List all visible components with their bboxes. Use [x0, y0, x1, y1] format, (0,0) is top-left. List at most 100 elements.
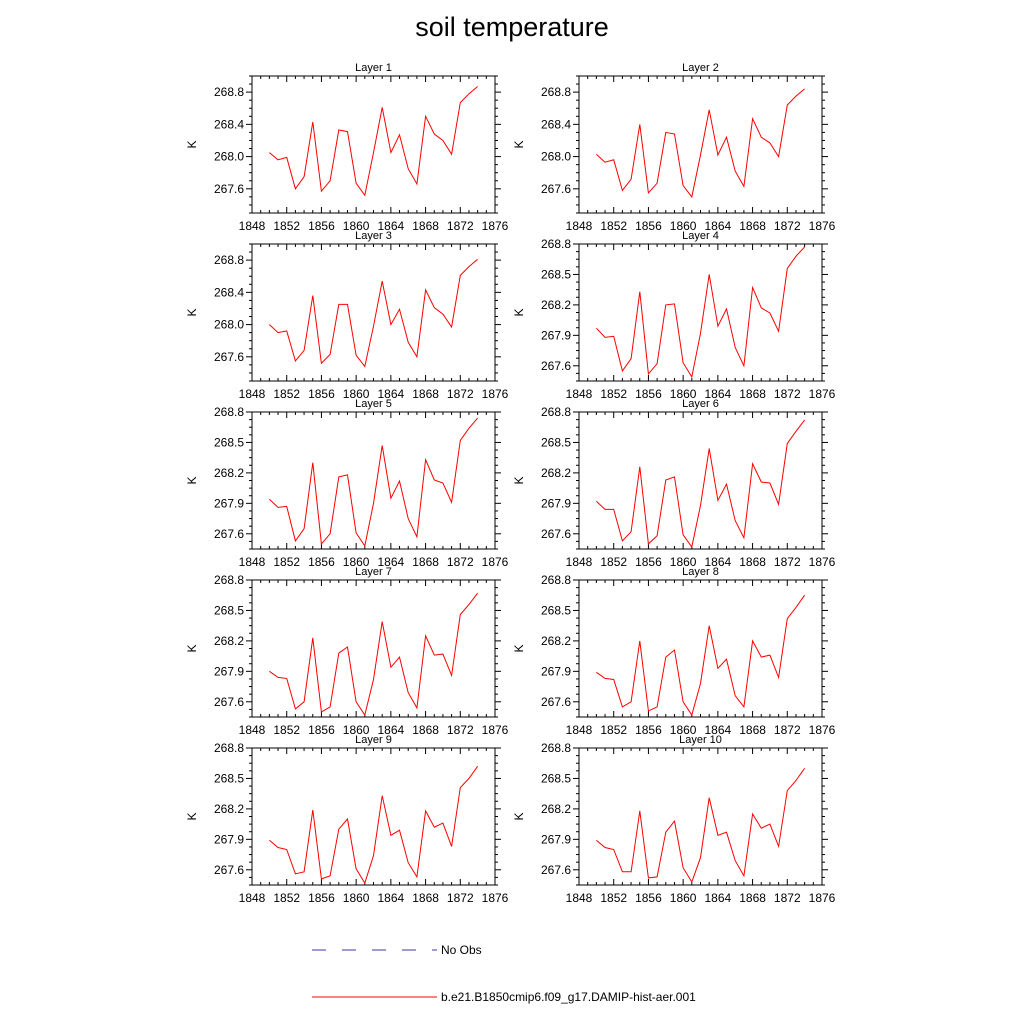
y-axis-label: K — [185, 140, 199, 148]
x-tick-label: 1868 — [412, 387, 439, 401]
y-axis-label: K — [185, 476, 199, 484]
x-tick-label: 1876 — [482, 891, 509, 905]
x-tick-label: 1864 — [705, 387, 732, 401]
panel-layer-6: 1848 1852 1856 1860 1864 1868 1872 1876 267.6 267… — [512, 398, 836, 569]
x-tick-label: 1848 — [239, 723, 266, 737]
x-tick-label: 1876 — [809, 387, 836, 401]
y-tick-label: 268.5 — [541, 603, 571, 617]
y-tick-label: 268.8 — [214, 741, 244, 755]
legend-label-no-obs: No Obs — [441, 943, 482, 957]
x-tick-label: 1876 — [482, 555, 509, 569]
y-tick-label: 268.0 — [541, 150, 571, 164]
y-tick-label: 268.2 — [214, 634, 244, 648]
y-tick-label: 268.5 — [541, 435, 571, 449]
y-tick-label: 267.6 — [214, 527, 244, 541]
x-tick-label: 1864 — [378, 387, 405, 401]
panel-title: Layer 9 — [355, 734, 392, 746]
x-tick-label: 1848 — [239, 387, 266, 401]
y-tick-label: 268.2 — [541, 466, 571, 480]
panel-layer-8: 1848 1852 1856 1860 1864 1868 1872 1876 267.6 267… — [512, 566, 836, 737]
series-line — [596, 246, 805, 379]
x-tick-label: 1856 — [308, 723, 335, 737]
x-tick-label: 1852 — [600, 555, 627, 569]
x-tick-label: 1860 — [670, 387, 697, 401]
panel-layer-7: 1848 1852 1856 1860 1864 1868 1872 1876 267.6 267… — [185, 566, 509, 737]
x-tick-label: 1872 — [447, 555, 474, 569]
y-tick-label: 268.4 — [541, 117, 571, 131]
panel-layer-5: 1848 1852 1856 1860 1864 1868 1872 1876 267.6 267… — [185, 398, 509, 569]
x-tick-label: 1848 — [239, 555, 266, 569]
x-tick-label: 1864 — [378, 219, 405, 233]
figure-title: soil temperature — [415, 12, 609, 42]
panel-title: Layer 10 — [679, 734, 722, 746]
x-tick-label: 1860 — [670, 891, 697, 905]
x-tick-label: 1852 — [273, 387, 300, 401]
series-line — [596, 768, 806, 884]
x-tick-label: 1852 — [273, 555, 300, 569]
x-tick-label: 1864 — [378, 555, 405, 569]
y-tick-label: 268.8 — [214, 573, 244, 587]
panel-title: Layer 4 — [682, 230, 719, 242]
x-tick-label: 1852 — [600, 387, 627, 401]
series-line — [269, 258, 478, 368]
x-tick-label: 1868 — [739, 219, 766, 233]
y-tick-label: 268.8 — [214, 405, 244, 419]
panel-layer-9: 1848 1852 1856 1860 1864 1868 1872 1876 267.6 267… — [185, 734, 509, 905]
y-tick-label: 268.0 — [214, 318, 244, 332]
y-tick-label: 268.5 — [541, 267, 571, 281]
x-tick-label: 1864 — [705, 891, 732, 905]
x-tick-label: 1868 — [412, 891, 439, 905]
panel-title: Layer 7 — [355, 566, 392, 578]
y-tick-label: 268.5 — [541, 771, 571, 785]
series-line — [596, 88, 805, 199]
y-tick-label: 268.4 — [214, 117, 244, 131]
y-tick-label: 267.6 — [214, 863, 244, 877]
y-tick-label: 268.8 — [214, 253, 244, 267]
x-tick-label: 1852 — [273, 723, 300, 737]
panel-layer-1: 1848 1852 1856 1860 1864 1868 1872 1876 267.6 268… — [185, 62, 509, 233]
x-tick-label: 1860 — [343, 891, 370, 905]
x-tick-label: 1872 — [774, 891, 801, 905]
panel-title: Layer 2 — [682, 62, 719, 74]
y-tick-label: 268.8 — [541, 237, 571, 251]
x-tick-label: 1856 — [308, 387, 335, 401]
x-tick-label: 1872 — [774, 219, 801, 233]
x-tick-label: 1876 — [809, 219, 836, 233]
y-tick-label: 268.8 — [541, 85, 571, 99]
y-tick-label: 267.6 — [541, 695, 571, 709]
x-tick-label: 1848 — [566, 387, 593, 401]
y-tick-label: 268.2 — [541, 298, 571, 312]
x-tick-label: 1860 — [343, 555, 370, 569]
x-tick-label: 1860 — [343, 219, 370, 233]
y-tick-label: 267.9 — [214, 832, 244, 846]
x-tick-label: 1876 — [482, 723, 509, 737]
y-tick-label: 268.5 — [214, 603, 244, 617]
y-tick-label: 268.5 — [214, 435, 244, 449]
x-tick-label: 1864 — [705, 555, 732, 569]
y-tick-label: 267.9 — [541, 496, 571, 510]
x-tick-label: 1864 — [378, 891, 405, 905]
x-tick-label: 1868 — [412, 219, 439, 233]
panel-layer-10: 1848 1852 1856 1860 1864 1868 1872 1876 267.6 267… — [512, 734, 836, 905]
x-tick-label: 1872 — [447, 723, 474, 737]
x-tick-label: 1856 — [635, 219, 662, 233]
y-tick-label: 268.8 — [541, 573, 571, 587]
x-tick-label: 1856 — [308, 219, 335, 233]
y-tick-label: 267.9 — [541, 328, 571, 342]
panel-title: Layer 5 — [355, 398, 392, 410]
x-tick-label: 1876 — [482, 219, 509, 233]
x-tick-label: 1848 — [566, 555, 593, 569]
y-tick-label: 268.8 — [541, 405, 571, 419]
y-tick-label: 267.6 — [541, 182, 571, 196]
y-axis-label: K — [185, 812, 199, 820]
series-line — [269, 86, 478, 197]
x-tick-label: 1856 — [308, 891, 335, 905]
y-tick-label: 267.6 — [214, 182, 244, 196]
x-tick-label: 1864 — [705, 219, 732, 233]
y-tick-label: 268.2 — [214, 466, 244, 480]
x-tick-label: 1852 — [273, 891, 300, 905]
y-tick-label: 267.6 — [541, 527, 571, 541]
x-tick-label: 1856 — [308, 555, 335, 569]
x-tick-label: 1860 — [343, 387, 370, 401]
y-tick-label: 267.9 — [541, 664, 571, 678]
